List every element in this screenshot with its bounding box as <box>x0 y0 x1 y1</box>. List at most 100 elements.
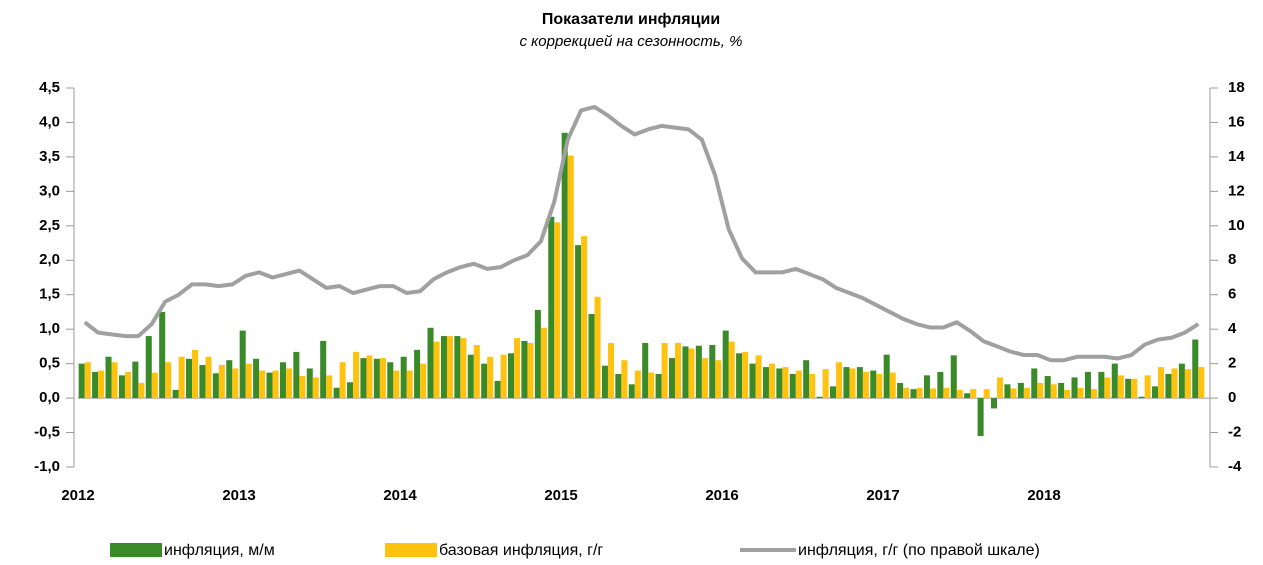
legend-label: инфляция, г/г (по правой шкале) <box>798 542 1040 559</box>
bar <box>870 370 877 399</box>
x-tick-label: 2014 <box>383 487 417 504</box>
bar <box>862 371 869 399</box>
bar <box>353 351 360 399</box>
bar <box>843 367 850 399</box>
bar <box>776 368 783 399</box>
y-tick-label: 2,0 <box>39 251 60 268</box>
bar <box>293 351 300 399</box>
bar <box>226 360 233 399</box>
legend-label: базовая инфляция, г/г <box>439 542 603 559</box>
bar <box>789 373 796 399</box>
bar <box>970 389 977 399</box>
bar <box>601 365 608 399</box>
y2-tick-label: 12 <box>1228 182 1245 199</box>
bar <box>956 389 963 399</box>
bar <box>1090 389 1097 399</box>
bar <box>400 356 407 399</box>
bar <box>916 387 923 399</box>
bar <box>218 365 225 399</box>
bar <box>253 358 260 399</box>
y2-tick-label: 16 <box>1228 113 1245 130</box>
legend-swatch <box>110 543 162 557</box>
bar <box>245 363 252 399</box>
y2-tick-label: 2 <box>1228 355 1236 372</box>
y2-tick-label: 14 <box>1228 148 1245 165</box>
y-tick-label: -1,0 <box>34 458 60 475</box>
y2-tick-label: -2 <box>1228 424 1241 441</box>
x-tick-label: 2016 <box>705 487 738 504</box>
bar <box>186 358 193 399</box>
bar <box>997 377 1004 399</box>
bar <box>1064 389 1071 399</box>
bar <box>279 362 286 399</box>
bar <box>192 349 199 399</box>
bar <box>1131 378 1138 399</box>
bar <box>682 346 689 399</box>
bar <box>360 358 367 399</box>
bar <box>762 367 769 399</box>
bar <box>923 375 930 399</box>
bar <box>688 348 695 399</box>
bar <box>84 362 91 399</box>
y2-tick-label: 10 <box>1228 217 1245 234</box>
y2-tick-label: -4 <box>1228 458 1242 475</box>
bar <box>1152 386 1159 399</box>
bar <box>339 362 346 399</box>
bar <box>111 362 118 399</box>
bar <box>514 338 521 399</box>
bar <box>446 336 453 399</box>
bar <box>1158 367 1165 399</box>
bar <box>983 389 990 399</box>
bar <box>742 351 749 399</box>
legend-swatch <box>385 543 437 557</box>
bar <box>414 349 421 399</box>
bar <box>124 371 131 399</box>
bar <box>903 387 910 399</box>
bar <box>406 370 413 399</box>
bar <box>655 373 662 399</box>
bar <box>105 356 112 399</box>
bar <box>481 363 488 399</box>
bar <box>889 372 896 399</box>
bar <box>816 396 823 399</box>
bar <box>588 314 595 399</box>
bar <box>581 236 588 399</box>
bar <box>92 371 99 399</box>
bar <box>521 340 528 399</box>
x-tick-label: 2013 <box>222 487 255 504</box>
bar <box>379 358 386 399</box>
bar <box>239 330 246 399</box>
bar <box>312 377 319 399</box>
y2-tick-label: 18 <box>1228 79 1245 96</box>
bar <box>165 362 172 399</box>
bar <box>508 353 515 399</box>
y-tick-label: 0,5 <box>39 355 60 372</box>
bar <box>575 245 582 399</box>
bar <box>1098 371 1105 399</box>
bar <box>527 342 534 399</box>
bar <box>534 309 541 399</box>
y-tick-label: 4,0 <box>39 113 60 130</box>
bar <box>964 393 971 399</box>
bar <box>950 355 957 399</box>
bar <box>467 354 474 399</box>
bar <box>159 311 166 399</box>
bar <box>78 363 85 399</box>
y-tick-label: 3,0 <box>39 182 60 199</box>
bar <box>460 338 467 399</box>
bar <box>1004 384 1011 399</box>
bar <box>299 376 306 399</box>
bar <box>1192 339 1199 399</box>
bar <box>648 372 655 399</box>
bar <box>594 296 601 399</box>
bar <box>1138 396 1145 399</box>
bar <box>856 367 863 399</box>
bar <box>1050 384 1057 399</box>
y-tick-label: 2,5 <box>39 217 60 234</box>
bar <box>1184 369 1191 399</box>
bar <box>98 370 105 399</box>
bar <box>1198 367 1205 399</box>
legend-label: инфляция, м/м <box>164 542 275 559</box>
bar <box>387 362 394 399</box>
